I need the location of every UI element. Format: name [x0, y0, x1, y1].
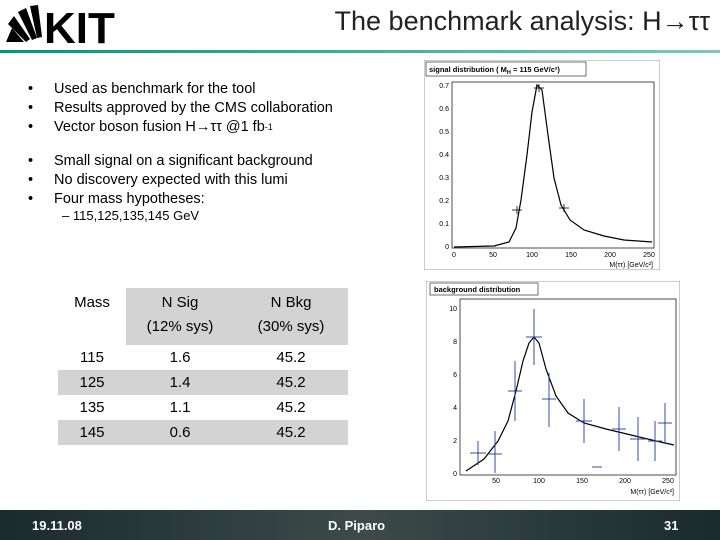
bullet-text: Vector boson fusion H→ττ @1 fb [54, 119, 265, 135]
header-nsig: N Sig (12% sys) [126, 288, 234, 345]
x-tick: 50 [492, 478, 500, 485]
background-plot-title: background distribution [434, 285, 521, 294]
y-tick: 0 [453, 471, 457, 478]
cell-nbkg: 45.2 [276, 374, 306, 391]
bullet-text: No discovery expected with this lumi [54, 172, 288, 188]
cell-mass: 135 [79, 399, 105, 416]
x-tick: 0 [452, 252, 456, 259]
x-tick: 100 [533, 478, 545, 485]
background-distribution-plot: background distribution 10 8 6 4 2 0 50 … [426, 281, 680, 501]
header-nbkg: N Bkg (30% sys) [234, 288, 348, 345]
y-tick: 4 [453, 405, 457, 412]
background-xlabel: M(ττ) [GeV/c²] [630, 489, 674, 496]
y-tick: 2 [453, 438, 457, 445]
table-row: 145 0.6 45.2 [58, 420, 348, 445]
cell-nbkg: 45.2 [276, 399, 306, 416]
cell-nsig: 1.1 [169, 399, 191, 416]
cell-mass: 125 [79, 374, 105, 391]
table-header-row: Mass N Sig (12% sys) N Bkg (30% sys) [58, 288, 348, 345]
cell-mass: 145 [79, 424, 105, 441]
footer-author: D. Piparo [328, 518, 386, 533]
header-nbkg-label: N Bkg [270, 294, 312, 311]
header-mass: Mass [74, 294, 110, 311]
slide-title: The benchmark analysis: H→ττ [334, 6, 710, 36]
signal-xlabel: M(ττ) [GeV/c²] [609, 262, 653, 269]
cell-nbkg: 45.2 [276, 349, 306, 366]
x-tick: 100 [526, 252, 538, 259]
bullet-list: • Used as benchmark for the tool • Results… [28, 80, 333, 209]
mass-table: Mass N Sig (12% sys) N Bkg (30% sys) 115 1… [58, 288, 348, 445]
bullet-text: Used as benchmark for the tool [54, 81, 256, 97]
header-divider [0, 50, 720, 53]
bullet-item: • Small signal on a significant backgroun… [28, 153, 313, 169]
y-tick: 8 [453, 339, 457, 346]
header-nsig-sys: (12% sys) [146, 318, 214, 335]
signal-plot-title: signal distribution ( MH = 115 GeV/c²) [429, 65, 560, 76]
footer-bar: 19.11.08 D. Piparo 31 [0, 510, 720, 540]
y-tick: 0.4 [439, 152, 449, 159]
bullet-item: • No discovery expected with this lumi [28, 172, 288, 188]
y-tick: 0.7 [439, 83, 449, 90]
bullet-item: • Four mass hypotheses: [28, 191, 205, 207]
table-row: 125 1.4 45.2 [58, 370, 348, 395]
y-tick: 10 [449, 306, 457, 313]
x-tick: 150 [565, 252, 577, 259]
y-tick: 0.6 [439, 106, 449, 113]
table-row: 115 1.6 45.2 [58, 345, 348, 370]
page-number: 31 [664, 518, 679, 533]
table-row: 135 1.1 45.2 [58, 395, 348, 420]
bullet-item: • Used as benchmark for the tool [28, 81, 256, 97]
y-tick: 6 [453, 372, 457, 379]
cell-nsig: 1.6 [169, 349, 191, 366]
y-tick: 0.2 [439, 198, 449, 205]
bullet-text: Four mass hypotheses: [54, 191, 205, 207]
cell-mass: 115 [80, 349, 104, 366]
signal-distribution-plot: signal distribution ( MH = 115 GeV/c²) 0… [424, 60, 660, 270]
x-tick: 50 [489, 252, 497, 259]
y-tick: 0.5 [439, 129, 449, 136]
cell-nbkg: 45.2 [276, 424, 306, 441]
cell-nsig: 0.6 [169, 424, 191, 441]
x-tick: 200 [619, 478, 631, 485]
y-tick: 0.3 [439, 175, 449, 182]
fb-exponent: -1 [264, 122, 273, 132]
x-tick: 250 [662, 478, 674, 485]
bullet-text: Results approved by the CMS collaboratio… [54, 100, 333, 116]
cell-nsig: 1.4 [169, 374, 191, 391]
kit-logo: KIT [6, 4, 115, 48]
y-tick: 0.1 [439, 221, 449, 228]
header-nbkg-sys: (30% sys) [257, 318, 325, 335]
logo-text: KIT [44, 4, 115, 48]
bullet-item: • Results approved by the CMS collaborati… [28, 100, 333, 116]
x-tick: 150 [576, 478, 588, 485]
y-tick: 0 [445, 244, 449, 251]
bullet-item: • Vector boson fusion H→ττ @1 fb -1 [28, 119, 273, 135]
bullet-text: Small signal on a significant background [54, 153, 313, 169]
header-nsig-label: N Sig [161, 294, 199, 311]
x-tick: 250 [643, 252, 655, 259]
sub-bullet: – 115,125,135,145 GeV [62, 208, 200, 223]
x-tick: 200 [604, 252, 616, 259]
footer-date: 19.11.08 [32, 518, 82, 533]
